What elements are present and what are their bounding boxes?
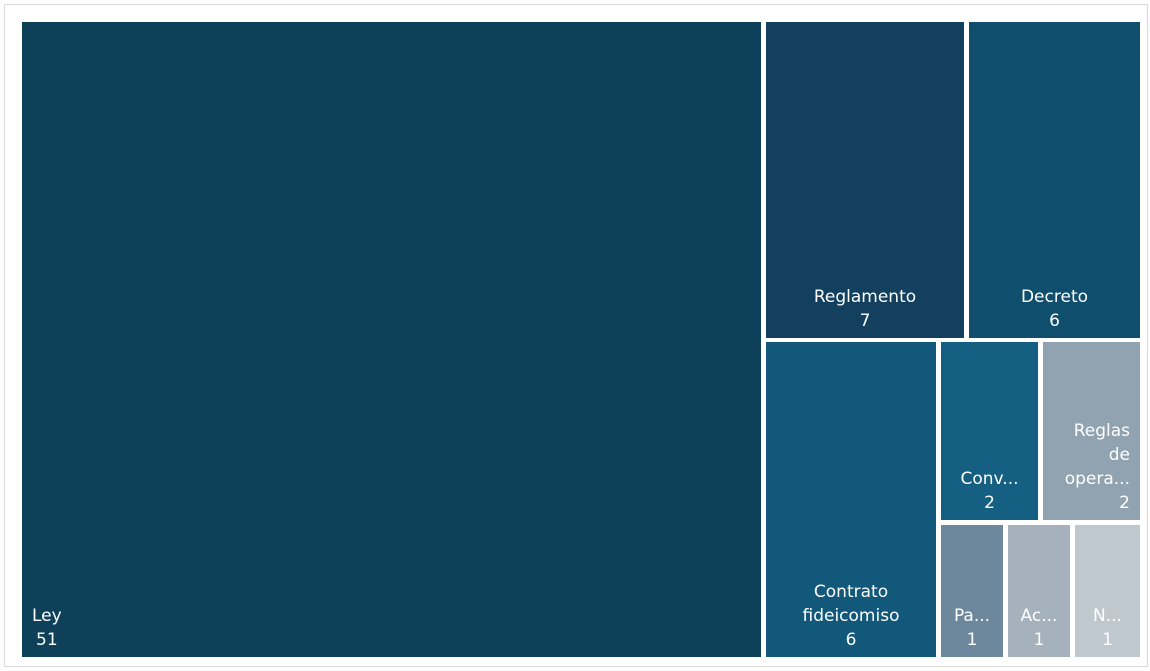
treemap-label-n: N... bbox=[1093, 606, 1122, 626]
treemap-tile-ac[interactable]: Ac... 1 bbox=[1008, 525, 1070, 657]
treemap-label-reglas-de-opera: de bbox=[1109, 445, 1130, 465]
treemap-tile-rect-n[interactable] bbox=[1075, 525, 1140, 657]
treemap-value-ley: 51 bbox=[36, 630, 58, 650]
treemap-value-n: 1 bbox=[1102, 630, 1113, 650]
treemap-tile-pa[interactable]: Pa... 1 bbox=[941, 525, 1003, 657]
treemap-tile-conv[interactable]: Conv... 2 bbox=[941, 342, 1038, 520]
treemap-tile-reglamento[interactable]: Reglamento 7 bbox=[766, 22, 964, 338]
treemap-tile-rect-conv[interactable] bbox=[941, 342, 1038, 520]
treemap-tile-rect-reglamento[interactable] bbox=[766, 22, 964, 338]
treemap-label-pa: Pa... bbox=[954, 606, 990, 626]
treemap-label-reglamento: Reglamento bbox=[814, 287, 916, 307]
treemap-label-ley: Ley bbox=[32, 606, 62, 626]
treemap-value-pa: 1 bbox=[967, 630, 978, 650]
treemap-tile-rect-contrato-fideicomiso[interactable] bbox=[766, 342, 936, 657]
treemap-value-decreto: 6 bbox=[1049, 311, 1060, 331]
treemap-label-contrato-fideicomiso: Contrato bbox=[814, 582, 888, 602]
treemap-label-ac: Ac... bbox=[1021, 606, 1058, 626]
treemap-tile-decreto[interactable]: Decreto 6 bbox=[969, 22, 1140, 338]
treemap-label-contrato-fideicomiso: fideicomiso bbox=[803, 606, 900, 626]
treemap-tile-rect-ac[interactable] bbox=[1008, 525, 1070, 657]
treemap-value-conv: 2 bbox=[984, 493, 995, 513]
treemap-tile-rect-reglas-de-opera[interactable] bbox=[1043, 342, 1140, 520]
treemap-value-reglamento: 7 bbox=[860, 311, 871, 331]
treemap-label-reglas-de-opera: opera... bbox=[1065, 469, 1130, 489]
treemap-label-decreto: Decreto bbox=[1021, 287, 1088, 307]
treemap-value-reglas-de-opera: 2 bbox=[1119, 493, 1130, 513]
treemap-tile-reglas-de-opera[interactable]: Reglas de opera... 2 bbox=[1043, 342, 1140, 520]
treemap-tile-ley[interactable]: Ley 51 bbox=[22, 22, 761, 657]
treemap-tile-rect-ley[interactable] bbox=[22, 22, 761, 657]
treemap-tile-rect-pa[interactable] bbox=[941, 525, 1003, 657]
treemap-tile-n[interactable]: N... 1 bbox=[1075, 525, 1140, 657]
treemap-tile-contrato-fideicomiso[interactable]: Contrato fideicomiso 6 bbox=[766, 342, 936, 657]
treemap-tile-rect-decreto[interactable] bbox=[969, 22, 1140, 338]
treemap-label-conv: Conv... bbox=[961, 469, 1019, 489]
treemap-label-reglas-de-opera: Reglas bbox=[1074, 421, 1130, 441]
treemap-value-contrato-fideicomiso: 6 bbox=[846, 630, 857, 650]
treemap-value-ac: 1 bbox=[1034, 630, 1045, 650]
